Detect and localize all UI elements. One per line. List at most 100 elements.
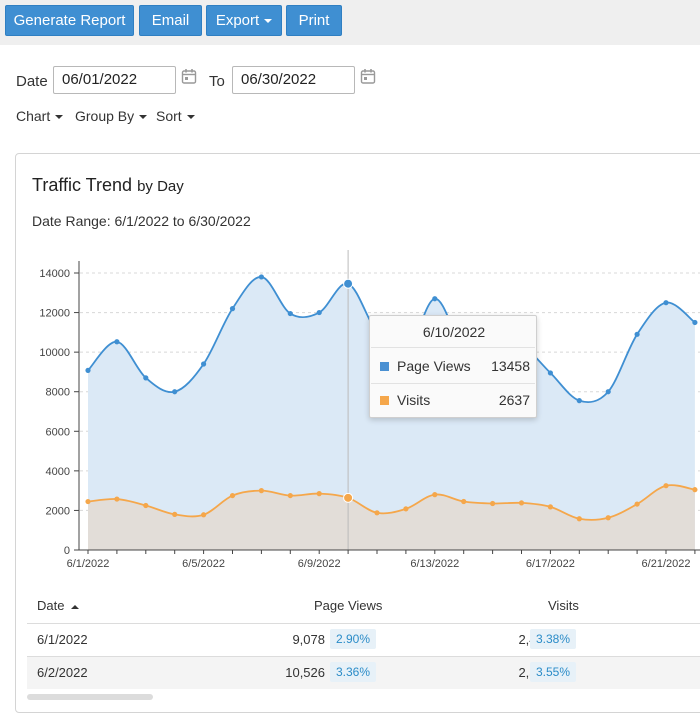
data-point [576,516,582,522]
data-point [490,500,496,507]
to-label: To [209,73,225,90]
data-point [663,300,669,306]
page-views-percent-badge: 3.36% [330,662,377,682]
data-point [634,501,640,507]
data-point [143,375,149,381]
chevron-down-icon [186,115,195,120]
data-point [258,274,264,280]
date-range-text: Date Range: 6/1/2022 to 6/30/2022 [32,213,251,229]
series-area-visits [88,485,695,550]
legend-swatch [380,396,389,405]
end-date-input[interactable]: 06/30/2022 [232,66,355,94]
chevron-down-icon [55,115,64,120]
data-point [605,515,611,521]
data-point [172,511,178,517]
tooltip-row-page-views: Page Views 13458 [380,357,530,377]
data-point [605,389,611,395]
calendar-icon[interactable] [360,68,376,84]
y-tick-label: 14000 [39,268,70,280]
data-point [114,339,120,345]
cell-page-views: 9,078 [292,632,325,647]
data-point [374,510,380,516]
column-header-label: Date [37,598,65,613]
data-point [403,506,409,512]
chart-menu[interactable]: Chart [16,108,64,124]
column-header-page-views[interactable]: Page Views [314,598,383,613]
data-point [114,496,120,502]
chart-tooltip: 6/10/2022 Page Views 13458 Visits 2637 [369,315,537,418]
data-point [201,512,207,518]
start-date-input[interactable]: 06/01/2022 [53,66,176,94]
print-button[interactable]: Print [286,5,342,36]
legend-swatch [380,362,389,371]
y-tick-label: 12000 [39,308,70,320]
data-point [692,319,698,326]
x-tick-label: 6/17/2022 [526,558,575,570]
export-button[interactable]: Export [206,5,282,36]
y-tick-label: 0 [64,545,70,557]
data-point [85,367,91,373]
data-point [576,398,582,404]
data-point [229,306,236,312]
x-tick-label: 6/21/2022 [642,558,691,570]
tooltip-series-name: Visits [397,392,431,408]
horizontal-scrollbar[interactable] [27,694,153,700]
data-point [432,296,438,302]
group-by-menu-label: Group By [75,108,135,124]
sort-menu[interactable]: Sort [156,108,195,124]
date-label: Date [16,73,48,90]
table-row[interactable]: 6/1/2022 9,078 2.90% 2,449 3.38% [27,623,700,656]
data-point [692,487,698,493]
data-point [287,492,293,499]
tooltip-date: 6/10/2022 [422,324,486,340]
y-tick-label: 6000 [46,426,70,438]
chevron-down-icon [139,115,148,120]
calendar-icon[interactable] [181,68,197,84]
data-point [547,370,554,376]
report-title: Traffic Trend by Day [32,175,184,196]
group-by-menu[interactable]: Group By [75,108,148,124]
traffic-chart: 0 2000 4000 6000 8000 10000 12000 14000 6/1/2022… [39,250,700,570]
column-header-visits[interactable]: Visits [548,598,579,613]
data-point [432,492,438,498]
cell-date: 6/2/2022 [37,665,88,680]
visits-percent-badge: 3.55% [530,662,577,682]
table-row[interactable]: 6/2/2022 10,526 3.36% 2,574 3.55% [27,656,700,689]
y-tick-label: 2000 [46,505,70,517]
x-tick-label: 6/13/2022 [410,558,459,570]
cell-page-views: 10,526 [285,665,325,680]
data-point [547,504,554,510]
data-point [343,278,354,289]
column-header-date[interactable]: Date [37,598,80,613]
data-point [258,488,264,494]
tooltip-series-value: 13458 [491,358,530,374]
report-title-text: Traffic Trend [32,175,133,195]
tooltip-row-visits: Visits 2637 [380,391,530,411]
tooltip-series-value: 2637 [498,392,530,408]
data-point [143,502,149,509]
tooltip-series-name: Page Views [397,358,471,374]
sort-menu-label: Sort [156,108,182,124]
data-point [663,483,669,489]
visits-percent-badge: 3.38% [530,629,577,649]
data-point [461,498,467,505]
y-tick-label: 4000 [46,466,70,478]
export-caret-icon [264,19,273,24]
x-tick-label: 6/9/2022 [298,558,341,570]
data-point [85,498,91,505]
data-point [316,309,322,316]
email-button[interactable]: Email [139,5,202,36]
tooltip-divider [371,347,535,348]
export-label: Export [215,12,260,29]
page-views-percent-badge: 2.90% [330,629,377,649]
chart-menu-label: Chart [16,108,51,124]
data-point [343,492,354,503]
data-point [287,310,293,317]
data-point [316,491,322,497]
report-title-suffix: by Day [137,178,184,195]
generate-report-button[interactable]: Generate Report [5,5,134,36]
series-line-visits [87,484,696,521]
tooltip-divider [371,383,535,384]
data-point [634,331,640,337]
sort-ascending-icon [71,604,80,609]
